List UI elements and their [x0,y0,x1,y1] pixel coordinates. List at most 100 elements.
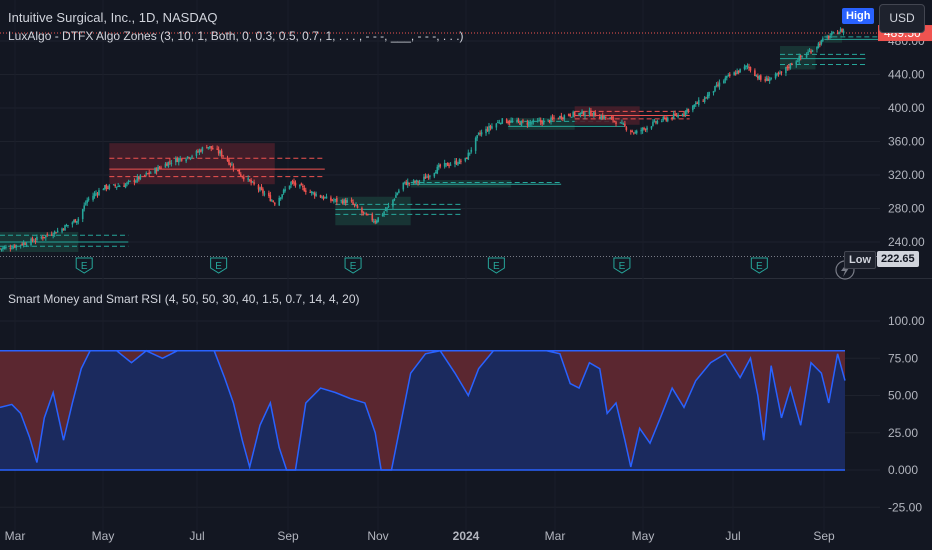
candle-body [319,195,322,198]
candle-body [76,221,78,223]
time-tick-label: May [92,529,115,543]
candle-body [528,121,530,126]
candle-body [334,199,337,201]
candle-body [723,80,725,84]
candle-body [210,146,213,149]
candle-body [767,78,769,82]
candle-body [355,205,357,207]
candle-body [674,113,676,116]
candle-body [588,110,591,115]
candle-body [42,237,44,239]
candle-body [294,182,297,186]
candle-body [643,127,645,129]
candle-body [796,61,799,63]
candle-body [364,212,366,214]
candle-body [229,163,232,165]
candle-body [365,214,368,216]
candle-body [437,165,440,168]
candle-body [92,195,94,200]
candle-body [257,185,260,190]
earnings-marker-label: E [493,261,500,272]
candle-body [567,114,570,116]
candle-body [446,162,449,166]
candle-body [665,117,668,121]
candle-body [439,164,442,167]
candle-body [696,102,699,104]
candle-body [313,192,316,196]
candle-body [124,184,127,188]
candle-body [387,205,390,207]
candle-body [158,167,161,169]
candle-body [415,180,418,183]
candle-body [62,228,65,230]
candle-body [361,208,363,213]
candle-body [468,152,471,154]
candle-body [590,110,592,116]
candle-body [195,150,198,156]
candle-body [198,150,201,153]
candle-body [86,200,88,203]
candle-body [74,219,77,223]
candle-body [426,176,428,178]
candle-body [250,180,252,183]
candle-body [573,112,576,116]
candle-body [200,150,202,152]
candle-body [652,121,654,126]
candle-body [449,164,452,166]
candle-body [367,213,369,215]
candle-body [808,50,811,52]
candle-body [671,117,673,119]
candle-body [352,202,354,205]
currency-button[interactable]: USD [879,4,925,33]
candle-body [52,235,54,237]
candle-body [55,232,57,234]
candle-body [87,198,90,200]
candle-body [262,189,264,194]
candle-body [557,118,560,120]
candle-body [412,180,415,183]
candle-body [13,245,16,248]
candle-body [448,165,450,167]
candle-body [600,115,603,120]
candle-body [112,184,115,186]
earnings-marker-label: E [350,261,357,272]
candle-body [799,55,802,58]
candle-body [474,138,477,151]
candle-body [822,38,824,42]
candle-body [519,122,521,125]
candle-body [268,192,270,196]
candle-body [507,122,509,124]
earnings-marker-label: E [756,261,763,272]
lightning-icon-glyph [841,263,849,277]
candle-body [457,163,459,165]
candle-body [816,46,818,50]
candle-body [795,61,798,65]
candle-body [40,237,43,239]
price-tick-label: 400.00 [888,101,925,115]
candle-body [826,36,829,38]
candle-body [167,161,170,167]
candle-body [102,189,105,191]
candle-body [718,82,721,87]
candle-body [655,121,657,123]
candle-body [83,205,86,210]
candle-body [65,225,68,227]
candle-body [662,117,665,120]
candle-body [325,196,328,199]
candle-body [798,56,801,61]
candle-body [697,99,700,105]
candle-body [228,159,230,165]
candle-body [830,32,833,35]
candle-body [30,238,32,246]
candle-body [288,185,291,190]
candle-body [396,193,399,195]
candle-body [139,175,142,180]
candle-body [12,246,15,249]
candle-body [505,119,508,124]
candle-body [375,220,378,224]
candle-body [578,113,580,116]
candle-body [71,222,74,225]
candle-body [632,132,635,134]
candle-body [197,151,199,153]
